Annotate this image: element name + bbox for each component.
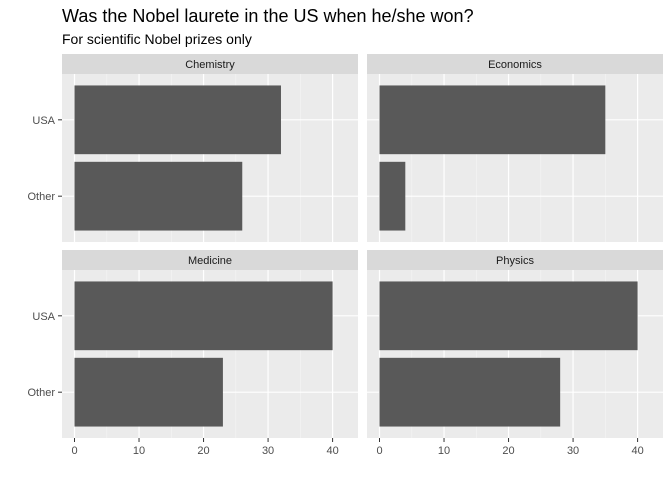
facet-strip-label: Physics <box>496 255 534 267</box>
chart-title: Was the Nobel laurete in the US when he/… <box>62 6 474 26</box>
chart-subtitle: For scientific Nobel prizes only <box>62 31 252 47</box>
x-tick-label: 40 <box>326 445 338 457</box>
x-tick-label: 10 <box>438 445 450 457</box>
y-tick-label: USA <box>32 115 55 127</box>
facet-panel-medicine: Medicine USA Other 0 10 20 30 40 <box>27 250 358 457</box>
bar-physics-usa <box>379 281 638 351</box>
facet-panel-physics: Physics 0 10 20 30 40 <box>367 250 663 457</box>
x-tick-label: 0 <box>71 445 77 457</box>
bar-medicine-other <box>74 357 223 427</box>
bar-chemistry-other <box>74 161 243 231</box>
facet-strip-label: Medicine <box>188 255 232 267</box>
x-tick-label: 10 <box>133 445 145 457</box>
facet-panels: Chemistry USA Other Economics Medicine USA Oth… <box>27 54 663 457</box>
facet-panel-chemistry: Chemistry USA Other <box>27 54 358 242</box>
x-tick-label: 20 <box>502 445 514 457</box>
bar-chemistry-usa <box>74 85 281 155</box>
facet-strip-label: Chemistry <box>185 59 235 71</box>
bar-physics-other <box>379 357 561 427</box>
y-tick-label: Other <box>27 191 55 203</box>
facet-strip-label: Economics <box>488 59 542 71</box>
x-tick-label: 20 <box>197 445 209 457</box>
x-tick-label: 40 <box>631 445 643 457</box>
x-tick-label: 0 <box>376 445 382 457</box>
y-tick-label: USA <box>32 311 55 323</box>
facet-strip <box>62 250 358 270</box>
y-tick-label: Other <box>27 387 55 399</box>
bar-medicine-usa <box>74 281 333 351</box>
facet-strip <box>62 54 358 74</box>
facet-strip <box>367 250 663 270</box>
x-tick-label: 30 <box>262 445 274 457</box>
facet-strip <box>367 54 663 74</box>
facet-panel-economics: Economics <box>367 54 663 242</box>
x-tick-label: 30 <box>567 445 579 457</box>
bar-economics-usa <box>379 85 606 155</box>
bar-economics-other <box>379 161 406 231</box>
